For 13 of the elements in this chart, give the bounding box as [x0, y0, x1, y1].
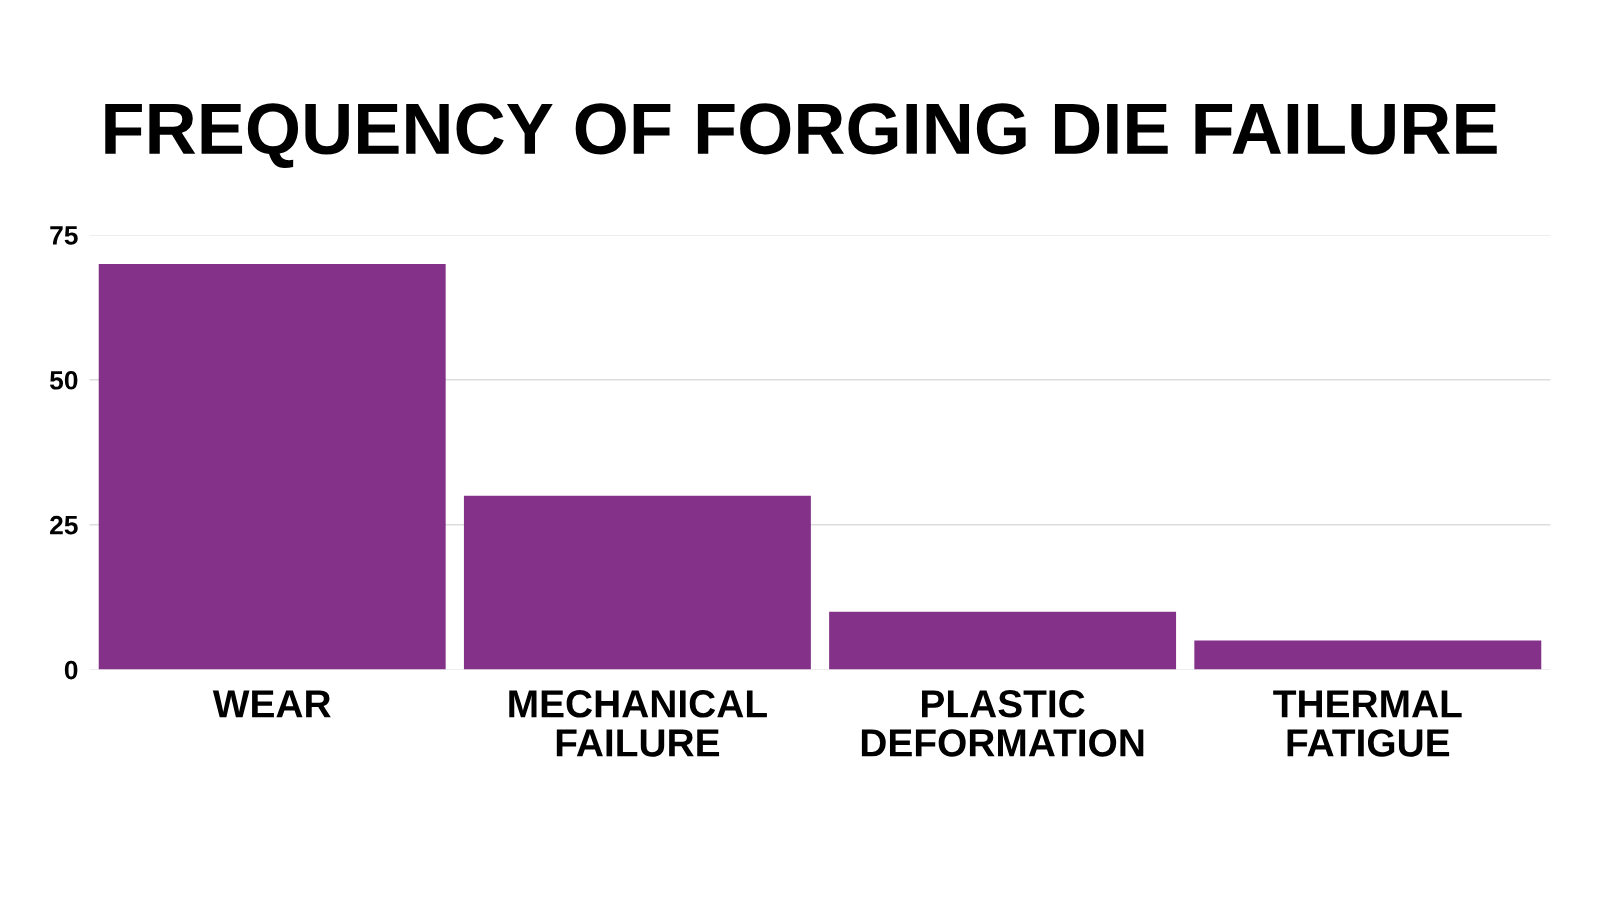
chart-title: FREQUENCY OF FORGING DIE FAILURE	[105, 103, 1497, 168]
bar	[1194, 640, 1542, 670]
x-tick-label: WEAR	[212, 690, 331, 718]
bar	[98, 263, 446, 670]
x-tick-label: THERMAL FATIGUE	[1273, 690, 1462, 757]
bar	[463, 495, 811, 670]
y-tick-label: 75	[50, 226, 78, 245]
y-tick-label: 0	[64, 660, 78, 680]
bar	[829, 611, 1177, 670]
x-tick-label: PLASTIC DEFORMATION	[861, 690, 1144, 757]
y-tick-label: 50	[49, 370, 78, 390]
x-tick-label: MECHANICAL FAILURE	[509, 690, 767, 757]
y-tick-label: 25	[50, 515, 78, 535]
